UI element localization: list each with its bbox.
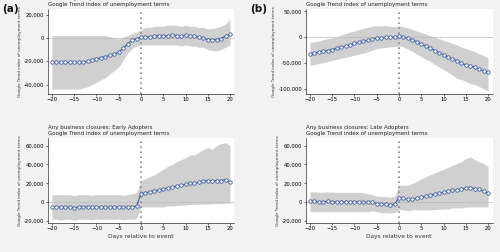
Text: Any business closures: Early Adopters
Google Trend index of unemployment terms: Any business closures: Early Adopters Go… bbox=[48, 125, 169, 136]
Y-axis label: Google Trend index of unemployment terms: Google Trend index of unemployment terms bbox=[18, 135, 21, 226]
Text: (b): (b) bbox=[250, 4, 267, 14]
Text: SAH: Early Adopters
Google Trend index of unemployment terms: SAH: Early Adopters Google Trend index o… bbox=[48, 0, 169, 7]
X-axis label: Days relative to event: Days relative to event bbox=[108, 234, 174, 239]
Text: (a): (a) bbox=[2, 4, 19, 14]
Text: SAH: Late Adopters
Google Trend index of unemployment terms: SAH: Late Adopters Google Trend index of… bbox=[306, 0, 427, 7]
Text: Any business closures: Late Adopters
Google Trend index of unemployment terms: Any business closures: Late Adopters Goo… bbox=[306, 125, 427, 136]
X-axis label: Days relative to event: Days relative to event bbox=[366, 234, 432, 239]
Y-axis label: Google Trend index of unemployment terms: Google Trend index of unemployment terms bbox=[272, 6, 276, 97]
Y-axis label: Google Trend index of unemployment terms: Google Trend index of unemployment terms bbox=[276, 135, 280, 226]
Y-axis label: Google Trend index of unemployment terms: Google Trend index of unemployment terms bbox=[18, 6, 21, 97]
